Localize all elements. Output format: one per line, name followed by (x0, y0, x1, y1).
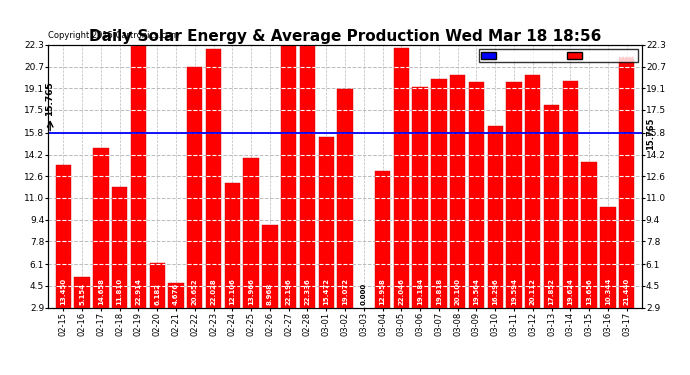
Bar (619, 57, 634, 347)
Title: Daily Solar Energy & Average Production Wed Mar 18 18:56: Daily Solar Energy & Average Production … (89, 29, 601, 44)
Bar (506, 82, 522, 347)
Text: 13.450: 13.450 (60, 278, 66, 305)
Text: 12.958: 12.958 (380, 278, 386, 305)
Bar (393, 48, 409, 347)
Bar (262, 225, 277, 347)
Text: 19.818: 19.818 (436, 278, 442, 305)
Text: 19.594: 19.594 (511, 278, 517, 305)
Bar (150, 263, 165, 347)
Bar (206, 49, 221, 347)
Text: 6.182: 6.182 (155, 283, 160, 305)
Bar (582, 162, 597, 347)
Text: 0.000: 0.000 (361, 282, 367, 305)
Bar (244, 158, 259, 347)
Text: 5.154: 5.154 (79, 283, 85, 305)
Text: 19.564: 19.564 (473, 278, 480, 305)
Text: 20.652: 20.652 (192, 278, 198, 305)
Text: 14.658: 14.658 (98, 278, 104, 305)
Text: 8.968: 8.968 (267, 283, 273, 305)
Text: 16.296: 16.296 (492, 278, 498, 305)
Text: 11.810: 11.810 (117, 278, 123, 305)
Text: 10.344: 10.344 (605, 278, 611, 305)
Text: 20.112: 20.112 (530, 278, 535, 305)
Text: 21.440: 21.440 (624, 278, 630, 305)
Bar (187, 67, 202, 347)
Legend: Average  (kWh), Daily  (kWh): Average (kWh), Daily (kWh) (480, 49, 638, 62)
Bar (281, 46, 297, 347)
Text: 19.624: 19.624 (567, 278, 573, 305)
Bar (525, 75, 540, 347)
Bar (562, 81, 578, 347)
Bar (375, 171, 391, 347)
Bar (319, 137, 334, 347)
Text: 13.966: 13.966 (248, 278, 254, 305)
Bar (225, 183, 240, 347)
Bar (56, 165, 71, 347)
Text: 15.472: 15.472 (323, 278, 329, 305)
Text: 12.106: 12.106 (229, 278, 235, 305)
Bar (112, 187, 128, 347)
Bar (544, 105, 560, 347)
Bar (130, 37, 146, 347)
Bar (431, 79, 446, 347)
Text: 19.072: 19.072 (342, 278, 348, 305)
Bar (93, 148, 108, 347)
Bar (75, 277, 90, 347)
Text: 22.336: 22.336 (304, 278, 310, 305)
Text: 15.765: 15.765 (45, 81, 54, 116)
Text: 4.676: 4.676 (173, 283, 179, 305)
Text: 22.914: 22.914 (135, 278, 141, 305)
Bar (413, 87, 428, 347)
Text: Copyright 2015 Cartronics.com: Copyright 2015 Cartronics.com (48, 31, 179, 40)
Text: 22.046: 22.046 (398, 278, 404, 305)
Text: 22.196: 22.196 (286, 278, 292, 305)
Text: 19.184: 19.184 (417, 278, 423, 305)
Text: 17.852: 17.852 (549, 278, 555, 305)
Bar (600, 207, 615, 347)
Text: 20.100: 20.100 (455, 278, 461, 305)
Text: 15.765: 15.765 (647, 117, 656, 150)
Bar (488, 126, 503, 347)
Bar (299, 45, 315, 347)
Bar (469, 82, 484, 347)
Bar (337, 88, 353, 347)
Bar (168, 284, 184, 347)
Text: 22.028: 22.028 (210, 278, 217, 305)
Bar (450, 75, 465, 347)
Text: 13.656: 13.656 (586, 278, 592, 305)
